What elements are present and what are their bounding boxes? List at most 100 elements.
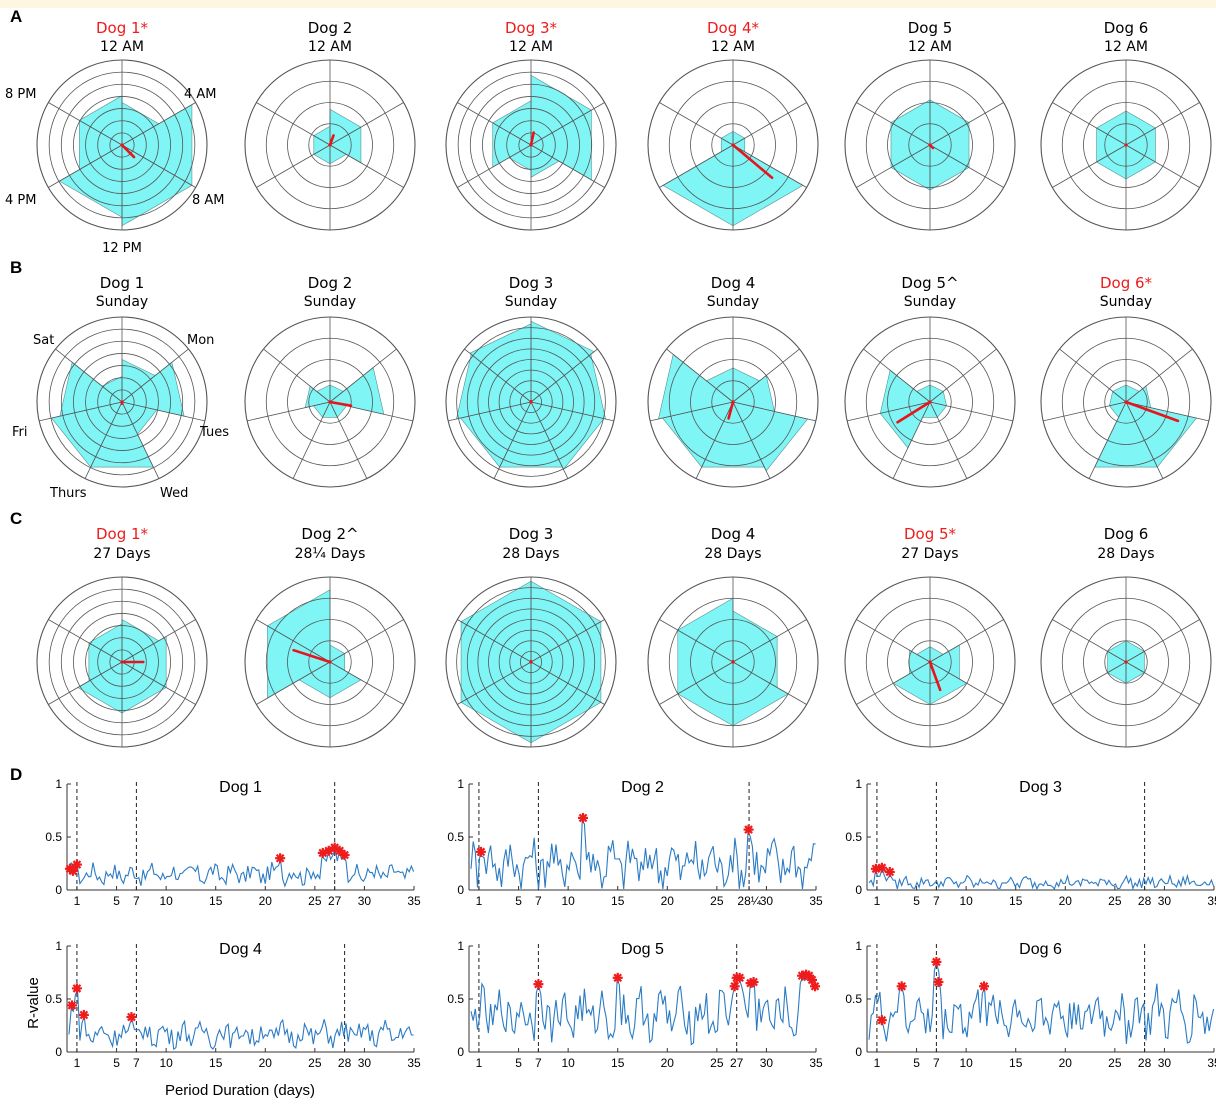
- polar-spoke: [856, 661, 931, 705]
- polar-subtitle: 12 AM: [1104, 39, 1148, 55]
- polar-spoke: [530, 144, 605, 188]
- significant-peak-marker: [734, 972, 745, 983]
- polar-wedge: [329, 661, 362, 699]
- polar-spoke: [1059, 348, 1127, 403]
- polar-spoke: [256, 619, 331, 663]
- significant-peak-marker: [126, 1012, 137, 1023]
- y-tick-label: 1: [55, 777, 62, 791]
- peak-star-stroke: [127, 1012, 136, 1022]
- top-banner: [0, 0, 1216, 8]
- significant-peak-marker: [933, 977, 944, 988]
- center-dot: [328, 143, 332, 147]
- y-tick-label: 0: [855, 883, 862, 897]
- peak-star-stroke: [897, 981, 907, 991]
- peak-star-stroke: [275, 853, 285, 863]
- x-tick-label: 30: [358, 1056, 372, 1070]
- x-tick-label: 25: [1108, 894, 1122, 908]
- polar-spoke: [856, 144, 931, 188]
- plot-title: Dog 5: [621, 941, 664, 958]
- polar-spoke: [121, 348, 189, 403]
- polar-spoke: [256, 144, 331, 188]
- y-tick-label: 0: [457, 1045, 464, 1059]
- y-tick-label: 0: [55, 1045, 62, 1059]
- polar-title: Dog 6: [1104, 525, 1149, 543]
- y-tick-label: 1: [855, 939, 862, 953]
- polar-spoke: [732, 661, 807, 705]
- x-tick-label: 35: [407, 894, 421, 908]
- significant-peak-marker: [896, 981, 907, 992]
- polar-spoke: [863, 348, 931, 403]
- polar-spoke: [1125, 619, 1200, 663]
- polar-title: Dog 1: [100, 274, 145, 292]
- polar-spoke: [1043, 401, 1127, 422]
- x-tick-label: 30: [760, 894, 774, 908]
- polar-subtitle: 12 AM: [509, 39, 553, 55]
- polar-spoke: [856, 619, 931, 663]
- polar-spoke: [329, 619, 404, 663]
- panel-letter-c: C: [10, 509, 22, 528]
- peak-star-stroke: [885, 867, 895, 877]
- polar-spoke: [732, 619, 807, 663]
- y-tick-label: 0.5: [45, 992, 62, 1006]
- x-tick-label: 1: [476, 894, 483, 908]
- polar-subtitle: Sunday: [505, 294, 557, 310]
- x-tick-label: 1: [476, 1056, 483, 1070]
- peak-star-stroke: [613, 973, 623, 983]
- x-tick-label: 35: [1207, 894, 1216, 908]
- polar-spoke: [1125, 348, 1193, 403]
- x-tick-label: 25: [710, 1056, 724, 1070]
- polar-spoke: [247, 401, 331, 422]
- polar-spoke: [1052, 144, 1127, 188]
- polar-spoke: [1052, 102, 1127, 146]
- polar-spoke: [292, 401, 331, 479]
- rvalue-series: [868, 866, 1215, 891]
- significant-peak-marker: [275, 853, 286, 864]
- x-tick-label: 28: [1138, 1056, 1152, 1070]
- panel-letter-b: B: [10, 258, 22, 277]
- y-tick-label: 0.5: [845, 830, 862, 844]
- polar-spoke: [732, 102, 807, 146]
- significant-peak-marker: [475, 846, 486, 857]
- polar-spoke: [493, 401, 532, 479]
- polar-subtitle: 12 AM: [711, 39, 755, 55]
- x-tick-label: 10: [561, 894, 575, 908]
- polar-spoke: [1125, 144, 1200, 188]
- polar-spoke: [929, 348, 997, 403]
- y-tick-label: 0: [55, 883, 62, 897]
- polar-spoke: [457, 661, 532, 705]
- polar-spoke: [256, 661, 331, 705]
- x-tick-label: 15: [1009, 894, 1023, 908]
- polar-spoke: [121, 102, 196, 146]
- x-tick-label: 25: [308, 1056, 322, 1070]
- polar-spoke: [856, 102, 931, 146]
- significant-peak-marker: [743, 824, 754, 835]
- polar-spoke: [121, 401, 205, 422]
- mean-vector: [928, 660, 942, 692]
- polar-spoke: [329, 144, 404, 188]
- polar-spoke: [121, 401, 160, 479]
- x-tick-label: 10: [159, 894, 173, 908]
- y-tick-label: 0.5: [45, 830, 62, 844]
- polar-spoke: [659, 619, 734, 663]
- polar-spoke: [1125, 401, 1209, 422]
- polar-spoke: [48, 619, 123, 663]
- significant-peak-marker: [71, 859, 82, 870]
- x-tick-label: 28: [338, 1056, 352, 1070]
- x-tick-label: 7: [133, 1056, 140, 1070]
- polar-plot-b-4: [647, 316, 819, 488]
- significant-peak-marker: [748, 977, 759, 988]
- weekday-label: Mon: [187, 333, 214, 348]
- polar-spoke: [457, 144, 532, 188]
- significant-peak-marker: [931, 956, 942, 967]
- polar-title: Dog 2: [308, 19, 353, 37]
- peak-star-stroke: [871, 864, 881, 874]
- peak-star-stroke: [578, 813, 588, 823]
- peak-star-stroke: [744, 825, 753, 834]
- center-dot: [120, 660, 124, 664]
- x-tick-label: 15: [209, 1056, 223, 1070]
- polar-title: Dog 1*: [96, 525, 149, 543]
- peak-star-stroke: [810, 981, 820, 991]
- polar-spoke: [48, 661, 123, 705]
- polar-title: Dog 5^: [901, 274, 958, 292]
- polar-spoke: [48, 144, 123, 188]
